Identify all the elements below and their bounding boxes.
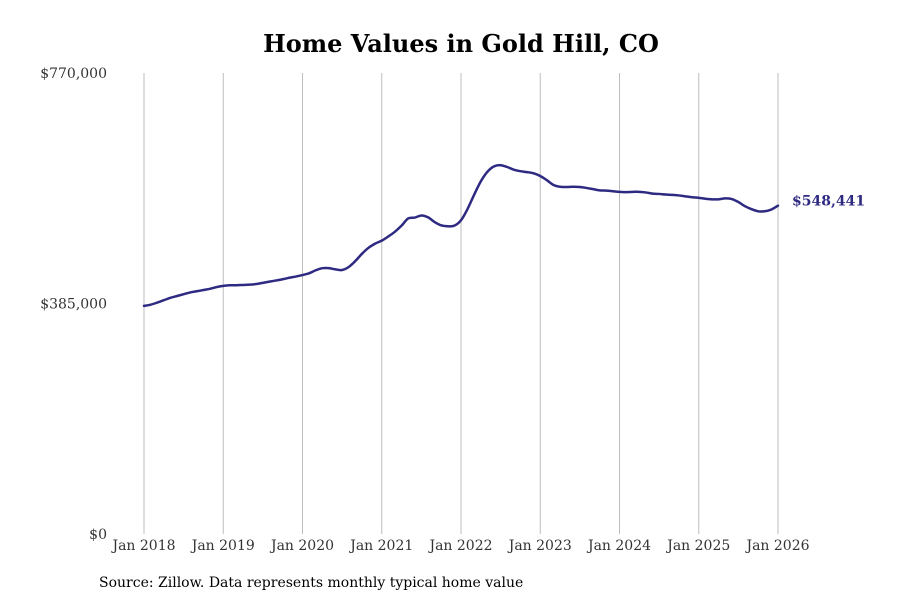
x-tick-label: Jan 2023 (507, 538, 572, 554)
x-tick-label: Jan 2025 (665, 538, 730, 554)
series-end-value-label: $548,441 (792, 194, 865, 210)
x-tick-label: Jan 2024 (586, 538, 651, 554)
x-tick-label: Jan 2020 (269, 538, 334, 554)
x-tick-label: Jan 2018 (110, 538, 175, 554)
y-tick-label: $385,000 (40, 297, 107, 313)
series-line (142, 163, 780, 308)
x-tick-label: Jan 2022 (427, 538, 492, 554)
chart-title: Home Values in Gold Hill, CO (263, 29, 659, 58)
source-note: Source: Zillow. Data represents monthly … (99, 575, 523, 591)
y-tick-label: $0 (89, 527, 107, 543)
x-tick-label: Jan 2019 (190, 538, 255, 554)
series-layer: $548,441 (142, 163, 865, 308)
grid-lines (143, 73, 779, 534)
x-axis-tick-labels: Jan 2018 Jan 2019 Jan 2020 Jan 2021 Jan 2022… (110, 538, 809, 554)
y-axis-tick-labels: $770,000 $385,000 $0 (40, 66, 107, 543)
x-tick-label: Jan 2026 (744, 538, 809, 554)
y-tick-label: $770,000 (40, 66, 107, 82)
x-tick-label: Jan 2021 (348, 538, 413, 554)
